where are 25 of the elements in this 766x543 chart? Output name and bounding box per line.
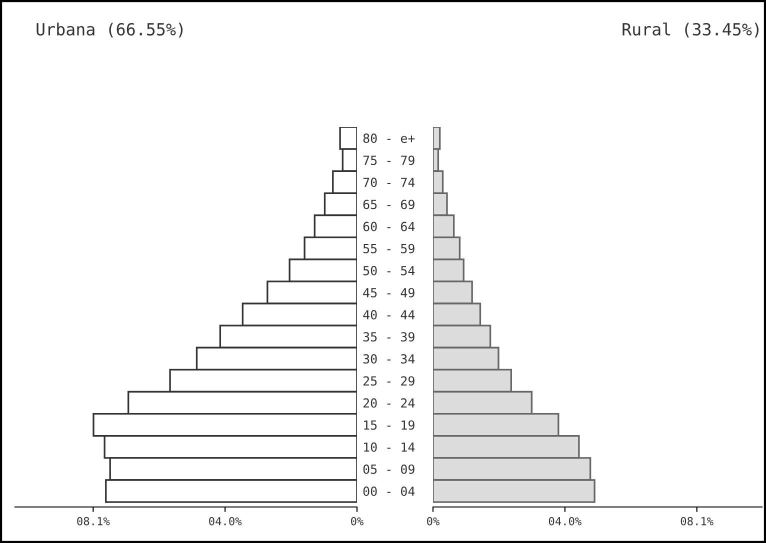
x-tick-label: 0% [351, 516, 364, 526]
y-tick-label: 20 - 24 [363, 398, 415, 408]
y-tick-label: 10 - 14 [364, 442, 415, 452]
y-tick-label: 60 - 64 [363, 222, 415, 232]
y-tick-label: 15 - 19 [364, 420, 414, 430]
y-tick-label: 55 - 59 [363, 244, 414, 254]
y-tick-label: 75 - 79 [363, 156, 414, 166]
y-tick-label: 05 - 09 [363, 464, 414, 474]
y-tick-label: 80 - e+ [363, 134, 415, 143]
y-tick-label: 65 - 69 [363, 200, 414, 210]
y-tick-label: 00 - 04 [363, 486, 415, 496]
y-tick-label: 25 - 29 [363, 376, 414, 386]
chart-title: Rural (33.45%) [622, 22, 759, 38]
x-tick-label: 08.1% [77, 516, 110, 526]
y-tick-label: 50 - 54 [363, 266, 415, 276]
chart-title: Urbana (66.55%) [36, 22, 183, 38]
y-tick-label: 70 - 74 [363, 178, 415, 188]
x-tick-label: 0% [427, 516, 440, 526]
y-tick-label: 35 - 39 [363, 332, 414, 342]
x-tick-label: 04.0% [209, 516, 242, 526]
y-tick-label: 45 - 49 [363, 288, 414, 298]
x-tick-label: 04.0% [548, 516, 582, 526]
y-tick-label: 40 - 44 [363, 310, 415, 320]
y-tick-label: 30 - 34 [363, 354, 415, 364]
x-tick-label: 08.1% [680, 516, 714, 526]
